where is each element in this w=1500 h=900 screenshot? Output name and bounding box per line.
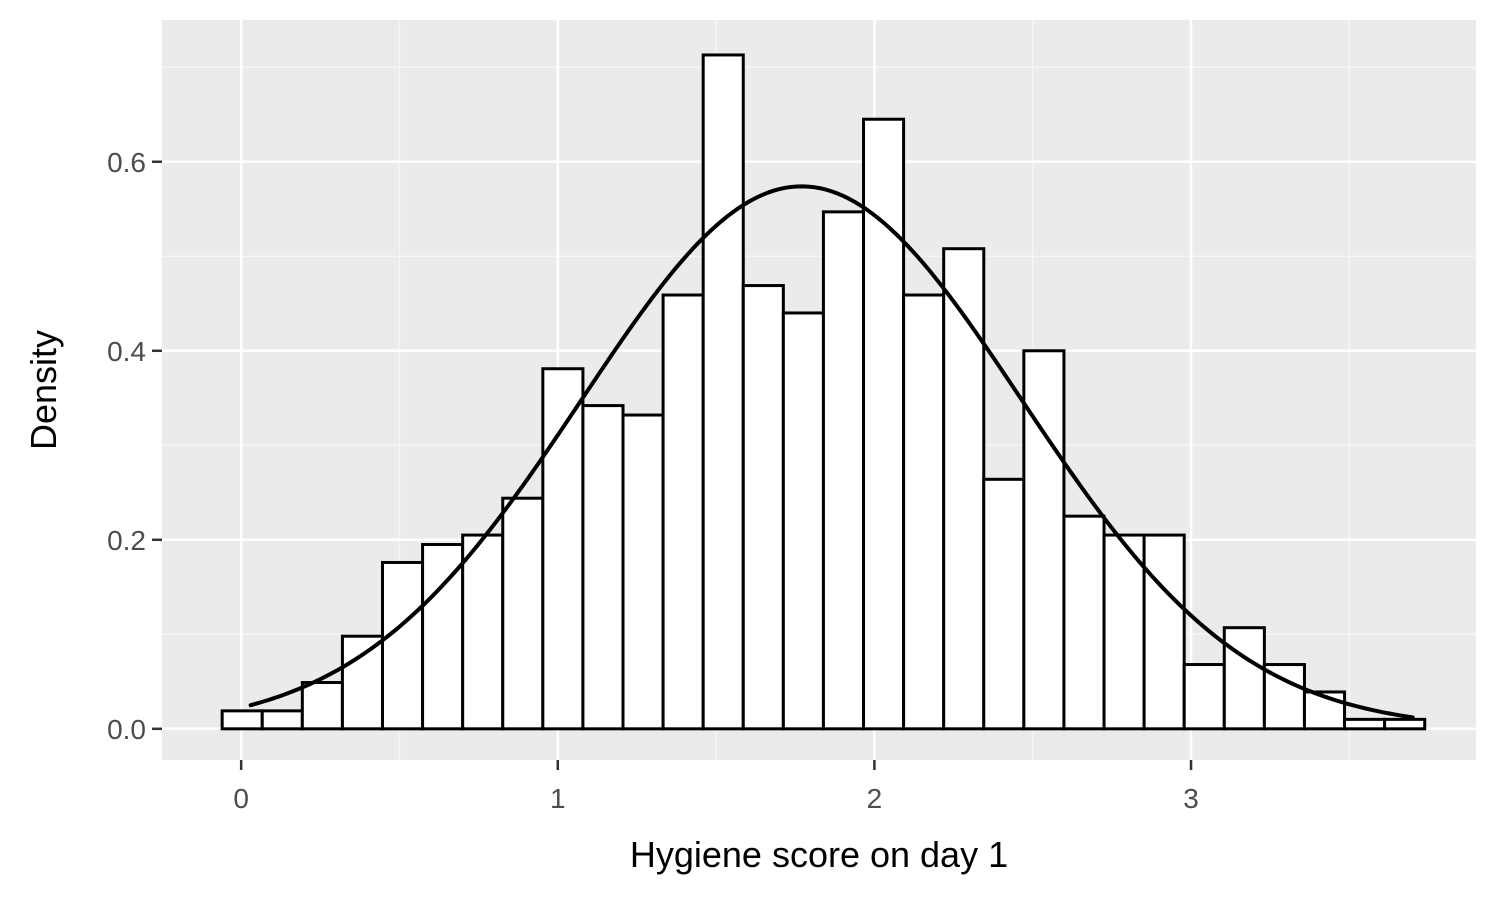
histogram-bar — [621, 413, 665, 731]
histogram-bar — [1102, 533, 1146, 731]
y-tick-label: 0.6 — [107, 147, 146, 178]
histogram-bar — [461, 533, 505, 731]
histogram-bar — [701, 53, 745, 731]
histogram-bar — [501, 496, 545, 731]
histogram-bar — [1343, 717, 1387, 731]
y-axis: 0.0 0.2 0.4 0.6 — [107, 147, 162, 745]
histogram-bar — [741, 284, 785, 731]
histogram-bar — [1182, 663, 1226, 731]
histogram-bar — [942, 247, 986, 731]
histogram-bar — [220, 709, 264, 731]
histogram-bar — [380, 560, 425, 731]
y-tick-label: 0.2 — [107, 525, 146, 556]
x-axis: 0 1 2 3 — [233, 760, 1199, 814]
histogram-bar — [982, 477, 1026, 731]
histogram-bar — [661, 293, 705, 731]
x-tick-label: 1 — [550, 783, 566, 814]
histogram-bar — [1062, 514, 1106, 731]
histogram-bar — [1383, 717, 1427, 731]
y-axis-title: Density — [23, 330, 64, 450]
histogram-bar — [340, 634, 384, 731]
histogram-bar — [781, 311, 825, 731]
histogram-bar — [421, 543, 465, 731]
histogram-bar — [902, 293, 946, 731]
histogram-bar — [1022, 349, 1066, 731]
x-axis-title: Hygiene score on day 1 — [630, 834, 1008, 875]
histogram-bar — [1222, 626, 1266, 731]
x-tick-label: 0 — [233, 783, 249, 814]
x-tick-label: 2 — [867, 783, 883, 814]
histogram-bar — [581, 404, 625, 731]
y-tick-label: 0.4 — [107, 336, 146, 367]
histogram-bar — [1142, 533, 1186, 731]
x-tick-label: 3 — [1183, 783, 1199, 814]
histogram-bar — [300, 681, 344, 731]
histogram-bar — [821, 210, 866, 731]
y-tick-label: 0.0 — [107, 714, 146, 745]
histogram-bar — [260, 709, 304, 731]
density-curve — [248, 184, 1415, 720]
histogram-bar — [541, 367, 585, 731]
